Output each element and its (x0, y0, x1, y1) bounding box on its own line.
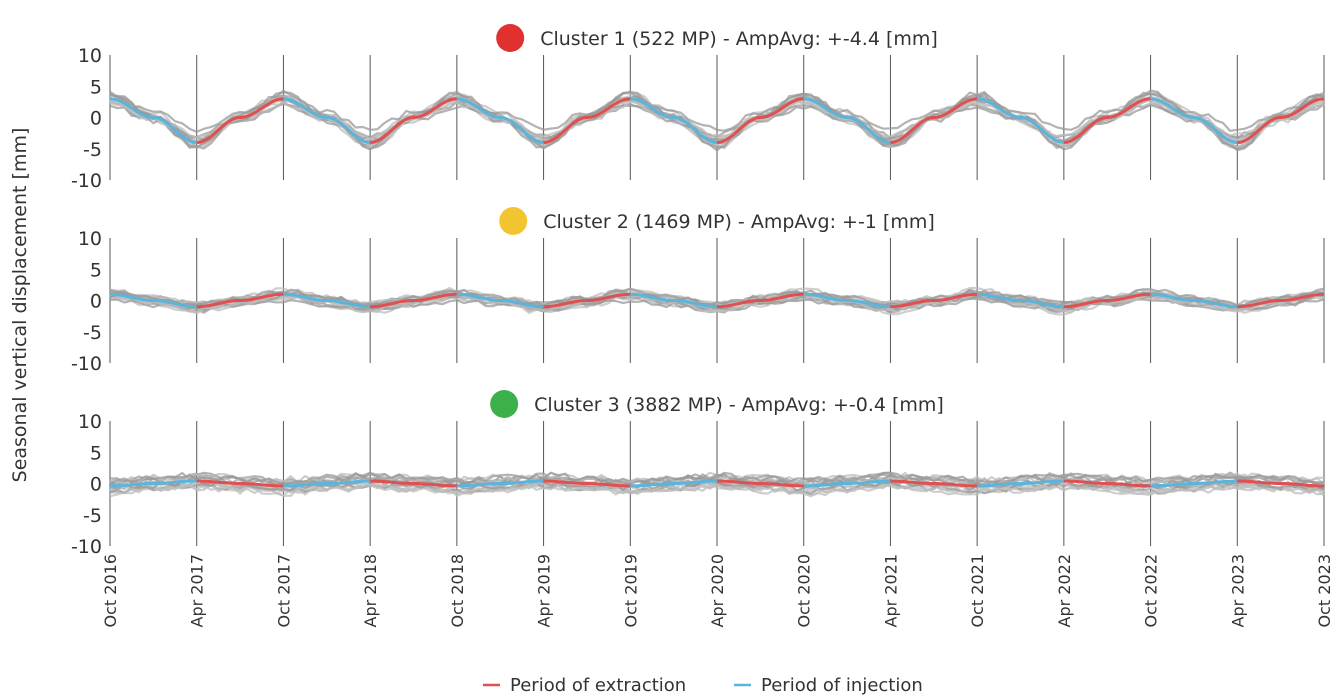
legend-label-extraction: Period of extraction (510, 675, 686, 696)
x-tick-11: Apr 2022 (1055, 554, 1074, 627)
y-axis-label: Seasonal vertical displacement [mm] (9, 128, 31, 483)
x-tick-12: Oct 2022 (1142, 554, 1161, 627)
x-tick-14: Oct 2023 (1315, 554, 1334, 627)
y-tick-p2-3: -5 (83, 322, 102, 344)
y-tick-p3-4: -10 (71, 536, 102, 558)
mean-segment-p1-9 (890, 97, 978, 144)
mean-segment-p1-7 (716, 97, 804, 144)
mean-segment-p3-6 (630, 479, 717, 488)
mean-segment-p2-2 (283, 292, 371, 309)
y-tick-p2-4: -10 (71, 353, 102, 375)
mean-segment-p3-13 (1237, 479, 1324, 488)
mean-segment-p3-12 (1150, 479, 1238, 488)
mean-segment-p1-13 (1237, 97, 1325, 144)
mean-segment-p1-3 (369, 97, 458, 144)
mean-segment-p2-3 (370, 292, 457, 309)
mean-segment-p2-4 (456, 292, 544, 309)
y-tick-p2-1: 5 (90, 259, 102, 281)
x-tick-0: Oct 2016 (101, 554, 120, 627)
x-tick-9: Apr 2021 (881, 554, 900, 627)
mean-segment-p3-11 (1063, 479, 1151, 488)
mp-line-p3-13 (109, 471, 1325, 485)
mp-line-p3-8 (109, 481, 1325, 495)
x-tick-7: Apr 2020 (708, 554, 727, 627)
x-tick-2: Oct 2017 (274, 554, 293, 627)
panels: 10 5 0 -5 -10 Cluster 1 (522 MP) - AmpAvg: +-… (71, 24, 1334, 627)
mean-segment-p1-1 (196, 97, 284, 144)
x-tick-13: Apr 2023 (1228, 554, 1247, 627)
y-tick-p3-0: 10 (78, 411, 102, 433)
y-tick-p1-1: 5 (90, 76, 102, 98)
mp-line-p2-10 (109, 290, 1325, 314)
mean-segment-p3-9 (890, 479, 978, 488)
mean-segment-p2-12 (1150, 292, 1238, 309)
mean-segment-p3-3 (370, 479, 457, 488)
mean-segment-p3-8 (803, 479, 891, 488)
mean-segment-p2-5 (543, 292, 631, 309)
y-tick-p1-2: 0 (90, 108, 102, 130)
panel-title-3: Cluster 3 (3882 MP) - AmpAvg: +-0.4 [mm] (534, 394, 944, 416)
mean-segment-p3-7 (717, 479, 804, 488)
y-tick-p1-3: -5 (83, 139, 102, 161)
cluster-dot-3 (490, 390, 519, 418)
y-tick-p3-3: -5 (83, 505, 102, 527)
panel-title-1: Cluster 1 (522 MP) - AmpAvg: +-4.4 [mm] (540, 28, 938, 50)
mean-segment-p2-1 (196, 292, 284, 309)
x-tick-4: Oct 2018 (448, 554, 467, 627)
mean-segment-p2-11 (1063, 292, 1151, 309)
mean-segment-p1-8 (803, 97, 891, 144)
x-tick-3: Apr 2018 (361, 554, 380, 627)
mean-segment-p3-10 (977, 479, 1064, 488)
panel-1: 10 5 0 -5 -10 Cluster 1 (522 MP) - AmpAvg: +-… (71, 24, 1325, 192)
mean-segment-p2-10 (977, 292, 1064, 309)
y-tick-p1-4: -10 (71, 170, 102, 192)
y-tick-p3-2: 0 (90, 474, 102, 496)
panel-2: 10 5 0 -5 -10 Cluster 2 (1469 MP) - AmpAvg: +… (71, 207, 1325, 375)
mean-segment-p2-7 (716, 292, 804, 309)
cluster-dot-1 (496, 24, 525, 52)
cluster-dot-2 (499, 207, 528, 235)
panel-title-2: Cluster 2 (1469 MP) - AmpAvg: +-1 [mm] (543, 211, 935, 233)
mean-segment-p2-9 (890, 292, 978, 309)
legend-label-injection: Period of injection (761, 675, 923, 696)
y-tick-p2-2: 0 (90, 291, 102, 313)
y-tick-p2-0: 10 (78, 228, 102, 250)
y-tick-p3-1: 5 (90, 442, 102, 464)
mean-segment-p1-12 (1150, 97, 1238, 144)
mean-segment-p1-11 (1063, 97, 1151, 144)
mean-segment-p1-5 (543, 97, 631, 144)
mean-segment-p1-0 (109, 97, 197, 144)
mean-segment-p1-6 (630, 97, 718, 144)
mean-segment-p3-0 (110, 479, 197, 488)
x-tick-1: Apr 2017 (188, 554, 207, 627)
legend: Period of extraction Period of injection (483, 675, 923, 696)
mean-segment-p3-2 (283, 479, 371, 488)
mean-segment-p1-2 (283, 97, 371, 144)
y-tick-p1-0: 10 (78, 45, 102, 67)
mp-line-p3-7 (109, 481, 1325, 495)
x-tick-6: Oct 2019 (621, 554, 640, 627)
panel-3: 10 5 0 -5 -10 Cluster 3 (3882 MP) - AmpAvg: +… (71, 390, 1325, 558)
mean-segment-p1-4 (456, 97, 544, 144)
mean-segment-p3-4 (456, 479, 544, 488)
mean-segment-p2-6 (630, 292, 718, 309)
mean-segment-p2-0 (109, 292, 197, 309)
mean-segment-p3-1 (196, 479, 284, 488)
mp-line-p3-10 (109, 483, 1325, 498)
mean-segment-p2-13 (1237, 292, 1325, 309)
x-tick-10: Oct 2021 (968, 554, 987, 627)
x-tick-5: Apr 2019 (535, 554, 554, 627)
x-tick-8: Oct 2020 (795, 554, 814, 627)
mean-segment-p2-8 (803, 292, 891, 309)
mean-segment-p3-5 (543, 479, 631, 488)
mean-segment-p1-10 (976, 97, 1065, 144)
